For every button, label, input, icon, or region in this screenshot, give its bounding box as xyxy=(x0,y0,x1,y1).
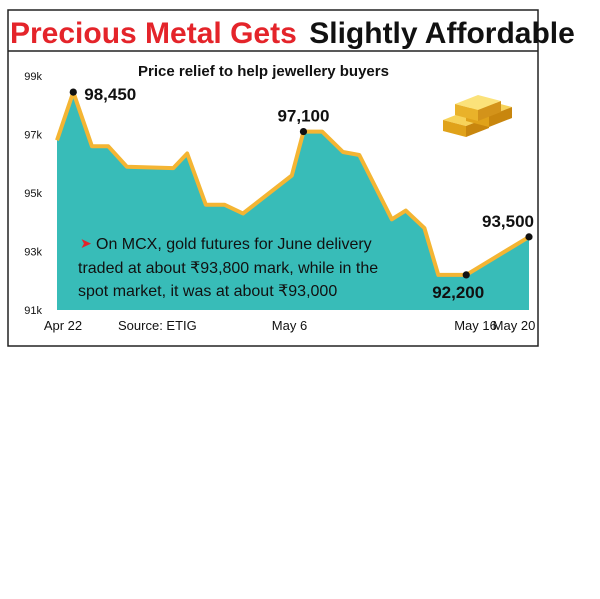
y-tick-label: 91k xyxy=(24,305,42,317)
x-tick-label: May 16 xyxy=(454,318,497,333)
data-labels: 98,450 97,100 92,200 93,500 xyxy=(69,85,534,302)
chart-source: Source: ETIG xyxy=(118,318,197,333)
title-part-black: Slightly Affordable xyxy=(309,17,575,50)
x-tick-label: Apr 22 xyxy=(44,318,82,333)
data-label: 93,500 xyxy=(482,212,534,231)
page-title: Precious Metal Gets Slightly Affordable xyxy=(10,17,575,50)
annotation-bullet-icon: ➤ xyxy=(80,235,92,251)
data-label: 97,100 xyxy=(277,107,329,126)
annotation-line-3: spot market, it was at about ₹93,000 xyxy=(78,283,337,300)
annotation-line-2: traded at about ₹93,800 mark, while in t… xyxy=(78,260,378,277)
area-fill xyxy=(57,92,529,310)
annotation-note: ➤ On MCX, gold futures for June delivery… xyxy=(78,235,378,300)
gold-bars-icon xyxy=(443,95,512,137)
chart-subtitle: Price relief to help jewellery buyers xyxy=(138,63,389,80)
title-part-red: Precious Metal Gets xyxy=(10,17,297,50)
data-point-marker xyxy=(299,127,308,136)
data-point-marker xyxy=(462,271,470,279)
data-label: 98,450 xyxy=(84,85,136,104)
y-tick-label: 93k xyxy=(24,247,42,259)
area-layer xyxy=(55,90,531,310)
x-tick-label: May 6 xyxy=(272,318,307,333)
y-tick-label: 99k xyxy=(24,71,42,83)
x-tick-label: May 20 xyxy=(493,318,536,333)
data-label: 92,200 xyxy=(432,283,484,302)
y-axis: 91k 93k 95k 97k 99k xyxy=(24,71,42,317)
data-point-marker xyxy=(525,233,533,241)
y-tick-label: 95k xyxy=(24,188,42,200)
annotation-line-1: On MCX, gold futures for June delivery xyxy=(96,236,372,253)
series-line xyxy=(55,90,531,277)
data-point-marker xyxy=(69,88,77,96)
y-tick-label: 97k xyxy=(24,130,42,142)
